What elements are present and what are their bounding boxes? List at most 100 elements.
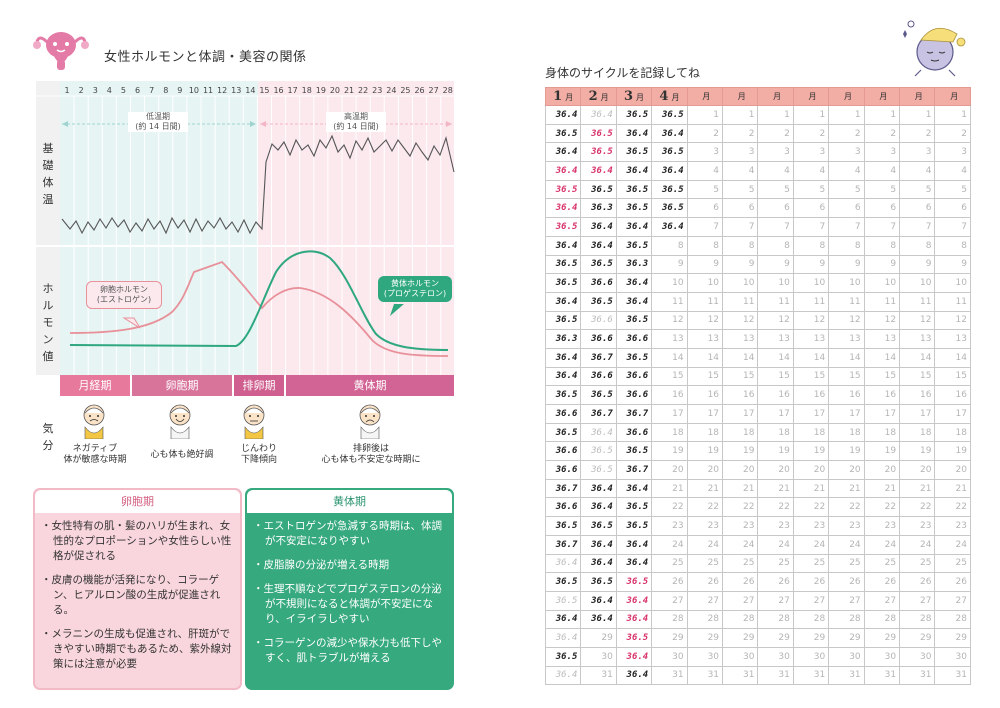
- day-cell[interactable]: 14: [792, 347, 830, 368]
- temperature-cell[interactable]: 36.5: [651, 198, 688, 219]
- temperature-cell[interactable]: 36.4: [615, 665, 653, 686]
- day-cell[interactable]: 3: [899, 142, 936, 163]
- day-cell[interactable]: 31: [899, 665, 936, 686]
- temperature-cell[interactable]: 36.6: [615, 385, 653, 405]
- day-cell[interactable]: 10: [722, 273, 759, 293]
- month-header[interactable]: 月: [686, 87, 724, 106]
- day-cell[interactable]: 25: [651, 553, 688, 574]
- temperature-cell[interactable]: 36.5: [544, 179, 582, 200]
- temperature-cell[interactable]: 36.4: [615, 590, 653, 611]
- day-cell[interactable]: 8: [686, 235, 724, 256]
- day-cell[interactable]: 29: [792, 628, 830, 648]
- day-cell[interactable]: 26: [686, 572, 724, 592]
- day-cell[interactable]: 27: [757, 590, 794, 611]
- day-cell[interactable]: 30: [828, 646, 865, 667]
- temperature-cell[interactable]: 36.5: [544, 590, 582, 611]
- temperature-cell[interactable]: 36.5: [544, 516, 582, 536]
- day-cell[interactable]: 6: [686, 198, 724, 219]
- day-cell[interactable]: 19: [722, 441, 759, 462]
- month-header[interactable]: 月: [934, 87, 971, 106]
- month-header[interactable]: 月: [757, 87, 794, 106]
- day-cell[interactable]: 23: [686, 516, 724, 536]
- temperature-cell[interactable]: 36.6: [615, 329, 653, 349]
- day-cell[interactable]: 30: [757, 646, 794, 667]
- day-cell[interactable]: 24: [934, 534, 971, 555]
- day-cell[interactable]: 17: [651, 404, 688, 424]
- day-cell[interactable]: 27: [651, 590, 688, 611]
- day-cell[interactable]: 27: [722, 590, 759, 611]
- day-cell[interactable]: 9: [899, 254, 936, 275]
- temperature-cell[interactable]: 36.4: [615, 291, 653, 312]
- temperature-cell[interactable]: 36.5: [615, 198, 653, 219]
- day-cell[interactable]: 15: [651, 366, 688, 387]
- day-cell[interactable]: 24: [828, 534, 865, 555]
- temperature-cell[interactable]: 36.5: [544, 123, 582, 144]
- day-cell[interactable]: 11: [722, 291, 759, 312]
- day-cell[interactable]: 13: [792, 329, 830, 349]
- temperature-cell[interactable]: 36.5: [615, 497, 653, 518]
- day-cell[interactable]: 2: [934, 123, 971, 144]
- day-cell[interactable]: 7: [899, 217, 936, 237]
- day-cell[interactable]: 29: [651, 628, 688, 648]
- day-cell[interactable]: 16: [828, 385, 865, 405]
- temperature-cell[interactable]: 36.4: [615, 478, 653, 499]
- day-cell[interactable]: 30: [899, 646, 936, 667]
- day-cell[interactable]: 7: [934, 217, 971, 237]
- day-cell[interactable]: 31: [934, 665, 971, 686]
- day-cell[interactable]: 3: [863, 142, 901, 163]
- temperature-cell[interactable]: 36.4: [580, 161, 617, 181]
- day-cell[interactable]: 31: [863, 665, 901, 686]
- temperature-cell[interactable]: 36.7: [544, 534, 582, 555]
- day-cell[interactable]: 13: [686, 329, 724, 349]
- day-cell[interactable]: 1: [792, 105, 830, 125]
- day-cell[interactable]: 2: [863, 123, 901, 144]
- day-cell[interactable]: 16: [651, 385, 688, 405]
- day-cell[interactable]: 16: [863, 385, 901, 405]
- day-cell[interactable]: 14: [757, 347, 794, 368]
- day-cell[interactable]: 4: [722, 161, 759, 181]
- day-cell[interactable]: 3: [828, 142, 865, 163]
- day-cell[interactable]: 1: [899, 105, 936, 125]
- day-cell[interactable]: 19: [934, 441, 971, 462]
- day-cell[interactable]: 18: [863, 422, 901, 443]
- day-cell[interactable]: 23: [828, 516, 865, 536]
- day-cell[interactable]: 14: [899, 347, 936, 368]
- day-cell[interactable]: 25: [828, 553, 865, 574]
- day-cell[interactable]: 21: [792, 478, 830, 499]
- day-cell[interactable]: 30: [863, 646, 901, 667]
- day-cell[interactable]: 20: [828, 460, 865, 480]
- day-cell[interactable]: 9: [934, 254, 971, 275]
- day-cell[interactable]: 27: [934, 590, 971, 611]
- temperature-cell[interactable]: 36.5: [580, 123, 617, 144]
- day-cell[interactable]: 28: [863, 609, 901, 630]
- day-cell[interactable]: 6: [863, 198, 901, 219]
- day-cell[interactable]: 12: [686, 310, 724, 331]
- temperature-cell[interactable]: 36.4: [544, 553, 582, 574]
- day-cell[interactable]: 4: [863, 161, 901, 181]
- temperature-cell[interactable]: 36.5: [651, 179, 688, 200]
- temperature-cell[interactable]: 36.4: [615, 161, 653, 181]
- day-cell[interactable]: 25: [792, 553, 830, 574]
- temperature-cell[interactable]: 36.4: [544, 366, 582, 387]
- day-cell[interactable]: 15: [934, 366, 971, 387]
- day-cell[interactable]: 9: [686, 254, 724, 275]
- temperature-cell[interactable]: 36.3: [580, 198, 617, 219]
- day-cell[interactable]: 8: [757, 235, 794, 256]
- day-cell[interactable]: 11: [863, 291, 901, 312]
- day-cell[interactable]: 11: [686, 291, 724, 312]
- day-cell[interactable]: 14: [651, 347, 688, 368]
- day-cell[interactable]: 5: [863, 179, 901, 200]
- day-cell[interactable]: 3: [722, 142, 759, 163]
- day-cell[interactable]: 17: [792, 404, 830, 424]
- day-cell[interactable]: 23: [757, 516, 794, 536]
- temperature-cell[interactable]: 36.5: [580, 460, 617, 480]
- day-cell[interactable]: 8: [863, 235, 901, 256]
- temperature-cell[interactable]: 36.4: [615, 123, 653, 144]
- temperature-cell[interactable]: 36.4: [544, 235, 582, 256]
- day-cell[interactable]: 12: [899, 310, 936, 331]
- temperature-cell[interactable]: 36.5: [580, 254, 617, 275]
- day-cell[interactable]: 4: [828, 161, 865, 181]
- temperature-cell[interactable]: 36.7: [580, 347, 617, 368]
